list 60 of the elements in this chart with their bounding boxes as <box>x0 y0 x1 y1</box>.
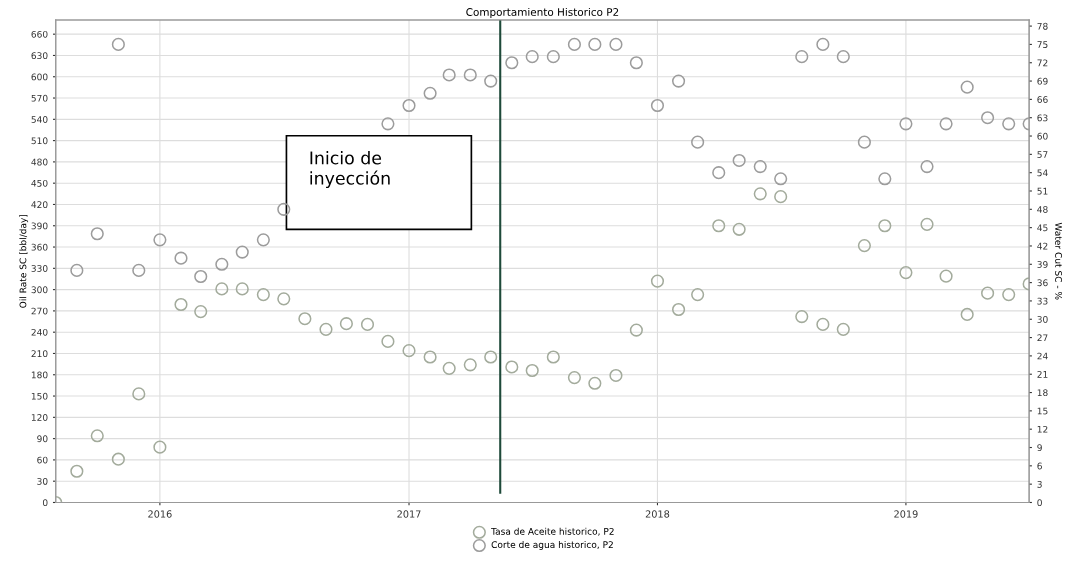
legend-label: Tasa de Aceite historico, P2 <box>491 527 614 536</box>
y2-tick-label: 54 <box>1037 169 1048 177</box>
y-tick-label: 60 <box>37 456 48 464</box>
annotation: Inicio de inyección <box>310 151 390 189</box>
y2-tick-label: 78 <box>1037 22 1048 30</box>
x-tick-label: 2019 <box>894 510 918 518</box>
legend-label: Corte de agua historico, P2 <box>491 541 613 550</box>
y2-tick-label: 72 <box>1037 59 1048 67</box>
y-tick-label: 630 <box>31 52 48 60</box>
y-tick-label: 90 <box>37 435 48 443</box>
x-tick-label: 2018 <box>645 510 670 518</box>
y-axis-title: Oil Rate SC [bbl/day] <box>19 214 29 308</box>
y-tick-label: 540 <box>31 116 48 123</box>
y-tick-label: 480 <box>31 158 48 166</box>
y-tick-label: 120 <box>31 414 48 421</box>
y-tick-label: 240 <box>31 328 48 336</box>
y-tick-label: 180 <box>31 371 48 379</box>
y2-tick-label: 42 <box>1037 242 1048 250</box>
y2-tick-label: 3 <box>1037 480 1042 488</box>
y2-tick-label: 33 <box>1037 297 1048 305</box>
y2-tick-label: 66 <box>1037 96 1048 103</box>
y2-tick-label: 27 <box>1037 334 1048 342</box>
y2-tick-label: 75 <box>1037 41 1048 48</box>
y2-tick-label: 48 <box>1037 206 1048 213</box>
y-tick-label: 360 <box>31 243 48 251</box>
y2-tick-label: 39 <box>1037 261 1048 268</box>
y-tick-label: 210 <box>31 350 48 358</box>
y-tick-label: 300 <box>31 286 48 294</box>
y-tick-label: 390 <box>31 222 48 230</box>
y-tick-label: 570 <box>31 94 48 102</box>
chart-title: Comportamiento Historico P2 <box>466 7 619 18</box>
y2-tick-label: 21 <box>1037 370 1048 378</box>
y2-tick-label: 15 <box>1037 407 1048 415</box>
y2-tick-label: 18 <box>1037 389 1048 397</box>
y2-tick-label: 9 <box>1037 444 1042 452</box>
y2-tick-label: 6 <box>1037 462 1042 470</box>
y2-tick-label: 57 <box>1037 151 1048 158</box>
y-tick-label: 0 <box>42 499 48 507</box>
y2-tick-label: 24 <box>1037 352 1048 360</box>
y-tick-label: 270 <box>31 307 48 315</box>
y2-tick-label: 69 <box>1037 77 1048 85</box>
y-tick-label: 450 <box>31 179 48 187</box>
y2-tick-label: 12 <box>1037 425 1048 433</box>
y-tick-label: 660 <box>31 30 48 38</box>
y-tick-label: 420 <box>31 201 48 209</box>
y-tick-label: 600 <box>31 73 48 81</box>
y-tick-label: 510 <box>31 137 48 145</box>
y2-tick-label: 45 <box>1037 224 1048 232</box>
y2-tick-label: 0 <box>1037 499 1042 507</box>
y-tick-label: 150 <box>31 392 48 400</box>
y2-tick-label: 30 <box>1037 315 1048 323</box>
y-tick-label: 330 <box>31 265 48 272</box>
y2-tick-label: 63 <box>1037 114 1048 122</box>
y-tick-label: 30 <box>37 477 48 485</box>
y2-tick-label: 36 <box>1037 279 1048 287</box>
x-tick-label: 2016 <box>148 510 172 518</box>
y2-tick-label: 60 <box>1037 132 1048 140</box>
y2-axis-title: Water Cut SC - % <box>1055 222 1062 300</box>
x-tick-label: 2017 <box>397 510 421 518</box>
y2-tick-label: 51 <box>1037 187 1048 195</box>
